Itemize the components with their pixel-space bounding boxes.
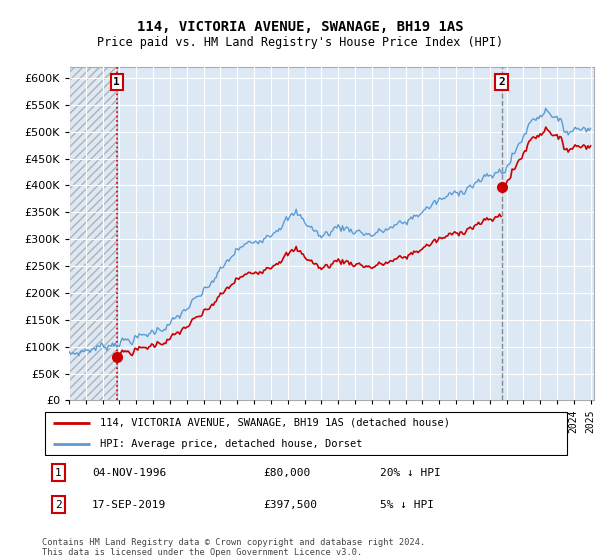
Text: 114, VICTORIA AVENUE, SWANAGE, BH19 1AS (detached house): 114, VICTORIA AVENUE, SWANAGE, BH19 1AS … (100, 418, 450, 428)
FancyBboxPatch shape (44, 412, 568, 455)
Text: 20% ↓ HPI: 20% ↓ HPI (380, 468, 440, 478)
Text: 2: 2 (55, 500, 62, 510)
Text: 2: 2 (498, 77, 505, 87)
Text: Price paid vs. HM Land Registry's House Price Index (HPI): Price paid vs. HM Land Registry's House … (97, 36, 503, 49)
Text: 5% ↓ HPI: 5% ↓ HPI (380, 500, 434, 510)
Text: £80,000: £80,000 (264, 468, 311, 478)
Text: 1: 1 (55, 468, 62, 478)
Text: 17-SEP-2019: 17-SEP-2019 (92, 500, 166, 510)
Text: Contains HM Land Registry data © Crown copyright and database right 2024.
This d: Contains HM Land Registry data © Crown c… (42, 538, 425, 557)
Text: 04-NOV-1996: 04-NOV-1996 (92, 468, 166, 478)
Bar (69, 67, 116, 400)
Text: HPI: Average price, detached house, Dorset: HPI: Average price, detached house, Dors… (100, 439, 362, 449)
Text: £397,500: £397,500 (264, 500, 318, 510)
Text: 1: 1 (113, 77, 120, 87)
Text: 114, VICTORIA AVENUE, SWANAGE, BH19 1AS: 114, VICTORIA AVENUE, SWANAGE, BH19 1AS (137, 20, 463, 34)
